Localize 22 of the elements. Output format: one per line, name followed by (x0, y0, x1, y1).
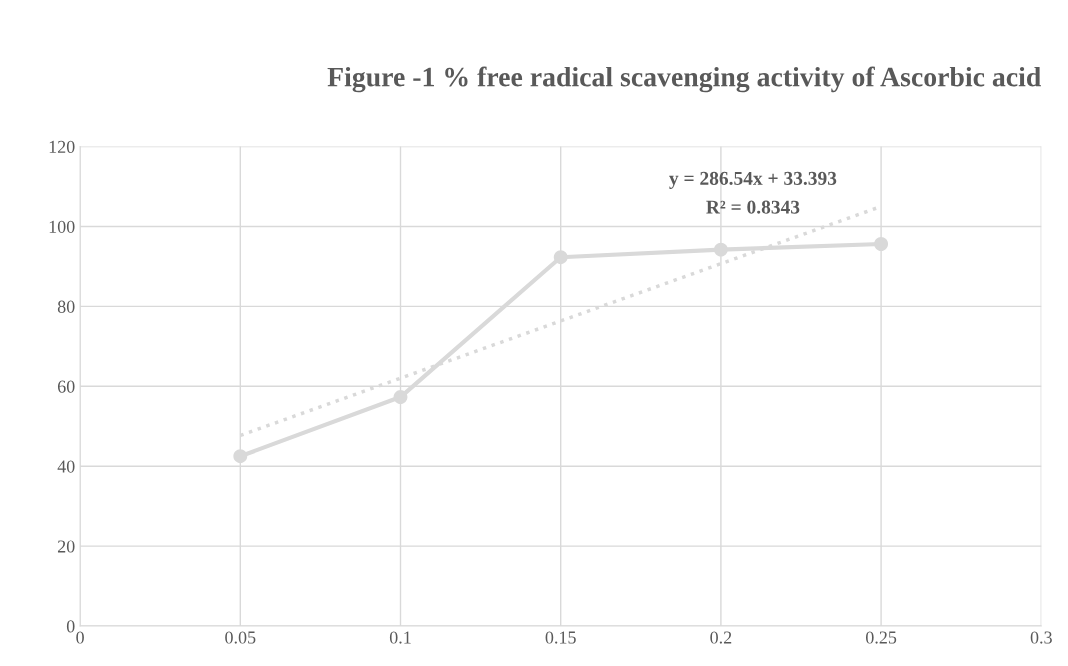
point (713, 242, 728, 257)
annotation: R² = 0.8343 (706, 200, 800, 214)
y-tick-label: 0 (66, 620, 75, 633)
point (233, 449, 248, 464)
chart-title: Figure -1 % free radical scavenging activity of Ascorbic acid (327, 66, 1041, 93)
point (393, 390, 408, 405)
x-tick-label: 0 (76, 631, 84, 644)
annotation: y = 286.54x + 33.393 (669, 171, 837, 189)
y-tick-label: 120 (49, 140, 75, 153)
y-tick-label: 20 (57, 540, 75, 553)
x-tick-label: 0.1 (389, 631, 411, 644)
point (874, 237, 889, 251)
x-tick-label: 0.25 (865, 631, 897, 644)
y-tick-label: 100 (49, 220, 75, 233)
x-tick-label: 0.15 (545, 631, 576, 644)
y-tick-label: 80 (57, 300, 75, 313)
y-tick-label: 60 (57, 380, 75, 393)
x-tick-label: 0.3 (1030, 631, 1052, 644)
point (553, 250, 568, 265)
x-tick-label: 0.05 (225, 631, 256, 644)
y-tick-label: 40 (57, 460, 75, 473)
x-tick-label: 0.2 (710, 631, 732, 644)
